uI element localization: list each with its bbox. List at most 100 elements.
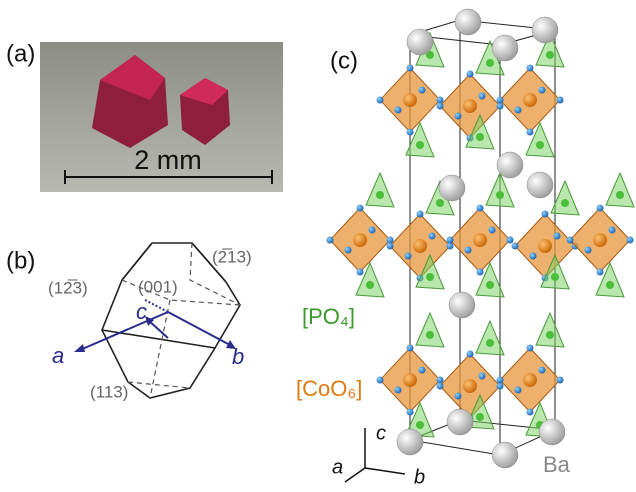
ba-atom — [491, 34, 519, 62]
o-atom — [418, 366, 426, 374]
o-atom — [466, 350, 474, 358]
o-atom — [514, 386, 522, 394]
o-atom — [466, 70, 474, 78]
p-atom — [606, 281, 614, 289]
o-atom — [496, 102, 504, 110]
axis-arrow — [79, 311, 169, 351]
o-atom — [526, 408, 534, 416]
axis-dotted — [144, 299, 169, 313]
p-atom — [496, 191, 504, 199]
po4 — [465, 113, 495, 150]
o-atom — [454, 392, 462, 400]
face-label: (12̅3) — [48, 278, 88, 297]
p-atom — [426, 273, 434, 281]
o-atom — [404, 252, 412, 260]
o-atom — [326, 236, 334, 244]
p-atom — [476, 133, 484, 141]
o-atom — [496, 376, 504, 384]
polyhedron-label: [CoO₆] — [296, 376, 362, 401]
p-atom — [426, 51, 434, 59]
crystal-face — [100, 55, 165, 100]
polyhedron-label: [PO₄] — [302, 304, 355, 329]
o-atom — [446, 236, 454, 244]
co-atom — [523, 373, 537, 387]
p-atom — [486, 59, 494, 67]
ba-atom — [454, 8, 482, 36]
o-atom — [538, 86, 546, 94]
crystal-structure — [326, 8, 635, 469]
o-atom — [476, 268, 484, 276]
po4 — [485, 171, 515, 208]
po4 — [550, 179, 580, 216]
arrowhead — [74, 344, 85, 352]
po4 — [605, 171, 635, 208]
face-label: (113) — [90, 382, 128, 401]
co-atom — [463, 99, 477, 113]
ba-atom — [446, 408, 474, 436]
p-atom — [616, 191, 624, 199]
p-atom — [426, 331, 434, 339]
axis-label: a — [332, 456, 343, 478]
co-atom — [413, 239, 427, 253]
o-atom — [406, 408, 414, 416]
p-atom — [486, 339, 494, 347]
po4 — [415, 311, 445, 348]
p-atom — [366, 281, 374, 289]
o-atom — [394, 386, 402, 394]
o-atom — [418, 86, 426, 94]
axis-label: a — [52, 343, 64, 368]
po4 — [535, 311, 565, 348]
o-atom — [526, 344, 534, 352]
o-atom — [478, 372, 486, 380]
face-label: (001) — [138, 277, 178, 296]
o-atom — [488, 226, 496, 234]
o-atom — [386, 236, 394, 244]
p-atom — [486, 281, 494, 289]
cell-edge — [409, 439, 501, 456]
po4 — [355, 261, 385, 298]
o-atom — [514, 106, 522, 114]
co-atom — [473, 233, 487, 247]
po4 — [535, 31, 565, 68]
o-atom — [368, 226, 376, 234]
panel-label: (c) — [330, 47, 358, 74]
p-atom — [546, 331, 554, 339]
po4 — [475, 319, 505, 356]
p-atom — [561, 199, 569, 207]
axis-label: c — [136, 299, 147, 324]
o-atom — [556, 376, 564, 384]
o-atom — [553, 232, 561, 240]
ba-atom — [496, 151, 524, 179]
o-atom — [386, 242, 394, 250]
face-label: (2̅13) — [212, 247, 252, 266]
o-atom — [541, 210, 549, 218]
o-atom — [464, 246, 472, 254]
o-atom — [344, 246, 352, 254]
o-atom — [584, 246, 592, 254]
o-atom — [406, 128, 414, 136]
po4 — [475, 261, 505, 298]
ba-atom — [531, 16, 559, 44]
co-atom — [353, 233, 367, 247]
hidden-edges — [121, 242, 241, 399]
ba-atom — [538, 418, 566, 446]
o-atom — [476, 204, 484, 212]
o-atom — [356, 204, 364, 212]
ba-atom — [526, 171, 554, 199]
panel-label: (a) — [6, 40, 35, 67]
p-atom — [436, 199, 444, 207]
axis-label: b — [232, 344, 244, 369]
o-atom — [436, 382, 444, 390]
scale-label: 2 mm — [134, 145, 202, 175]
o-atom — [376, 376, 384, 384]
p-atom — [416, 421, 424, 429]
o-atom — [626, 236, 634, 244]
co-atom — [538, 239, 552, 253]
o-atom — [511, 242, 519, 250]
p-atom — [376, 191, 384, 199]
o-atom — [556, 96, 564, 104]
o-atom — [436, 376, 444, 384]
o-atom — [454, 112, 462, 120]
o-atom — [608, 226, 616, 234]
co-atom — [463, 379, 477, 393]
